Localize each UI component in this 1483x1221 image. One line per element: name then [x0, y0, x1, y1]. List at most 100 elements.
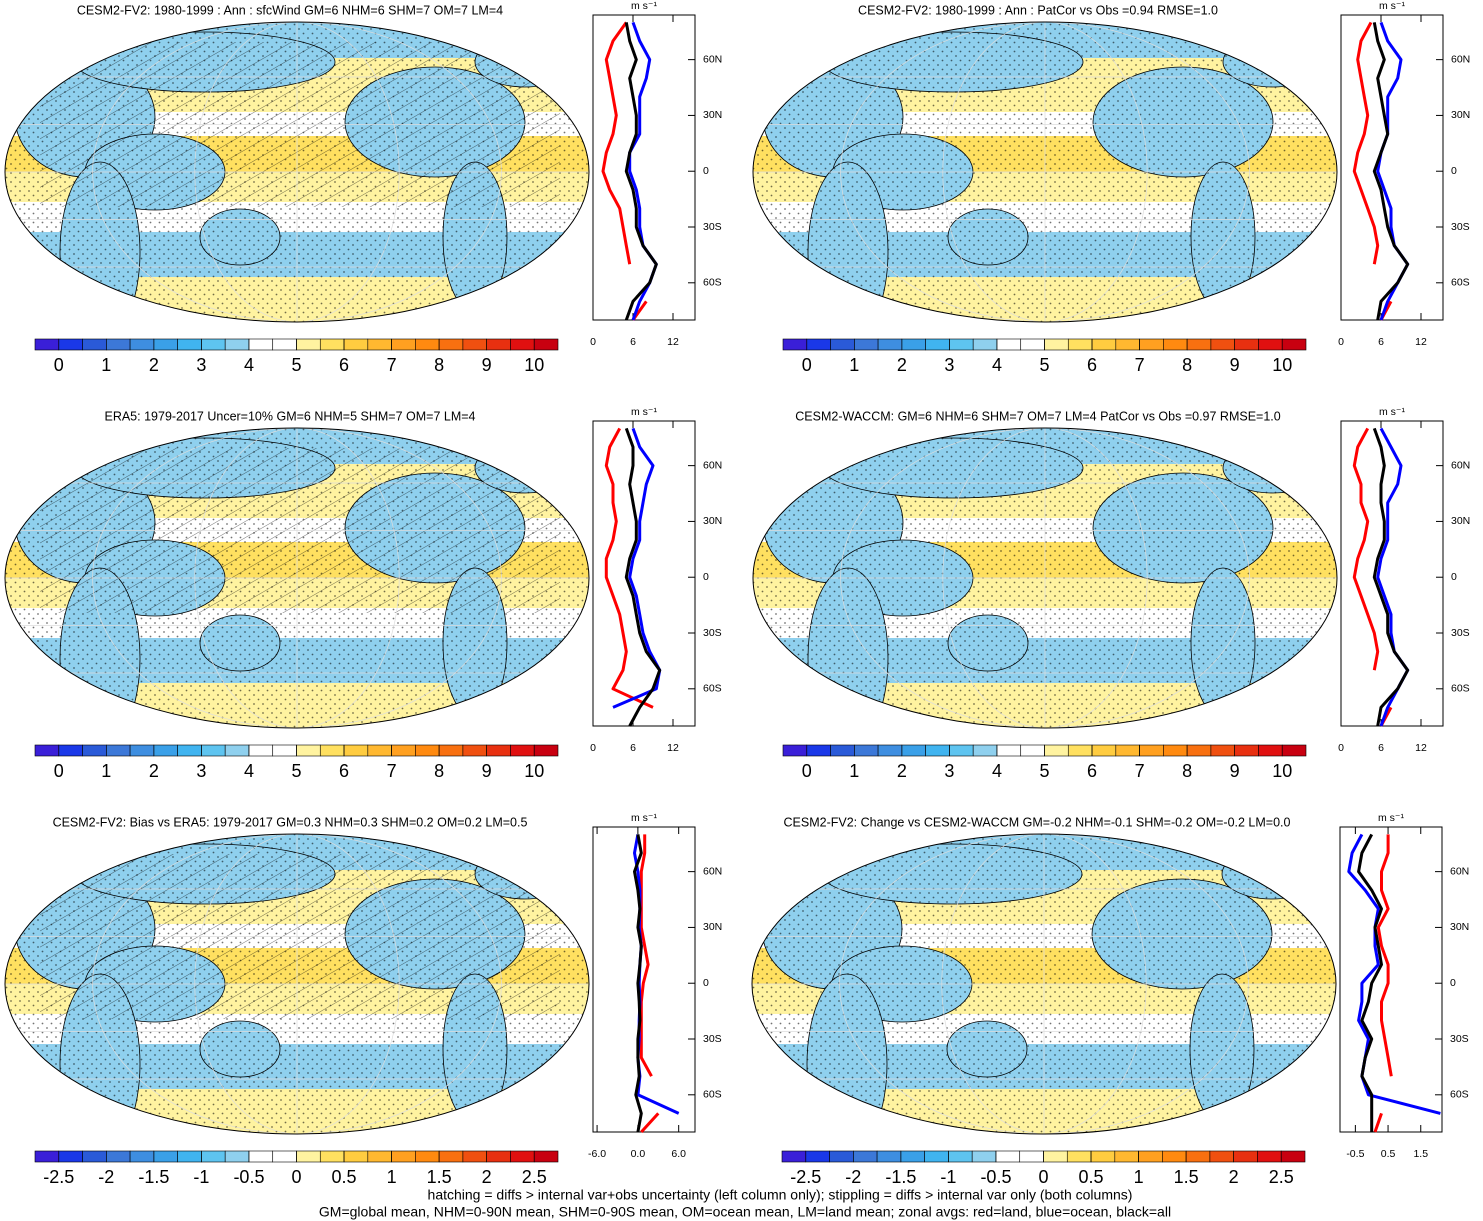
graticule: [194, 22, 400, 322]
colorbar-box: [82, 744, 107, 757]
colorbar-box: [177, 338, 202, 351]
colorbar-label: 0.5: [1079, 1167, 1104, 1187]
colorbar-box: [1233, 1150, 1258, 1163]
colorbar-box: [153, 338, 178, 351]
x-tick-label: 0: [1338, 742, 1344, 754]
y-tick-label: 30S: [1450, 1033, 1469, 1045]
colorbar-label: 1: [101, 761, 111, 781]
colorbar-label: 4: [992, 761, 1002, 781]
colorbar-box: [82, 338, 107, 351]
y-tick-label: 0: [703, 571, 709, 583]
colorbar-box: [876, 1150, 902, 1163]
colorbar-box: [901, 744, 926, 757]
colorbar-label: 1: [1134, 1167, 1144, 1187]
colorbar-box: [925, 338, 950, 351]
colorbar-box: [1020, 338, 1045, 351]
colorbar-box: [924, 1150, 949, 1163]
colorbar-label: 5: [291, 761, 301, 781]
colorbar-box: [949, 744, 974, 757]
x-tick-label: 12: [1415, 336, 1427, 348]
zonal-line: [1357, 833, 1383, 1132]
zonal-line: [601, 21, 648, 321]
colorbar-label: 3: [944, 761, 954, 781]
colorbar-box: [781, 1150, 807, 1163]
y-tick-label: 30N: [703, 515, 722, 527]
panel-title: CESM2-FV2: Change vs CESM2-WACCM GM=-0.2…: [784, 815, 1291, 829]
colorbar-box: [343, 1150, 369, 1163]
colorbar-label: 10: [524, 761, 544, 781]
y-tick-label: 0: [703, 165, 709, 177]
graticule: [942, 22, 1148, 322]
graticule: [840, 22, 1250, 322]
colorbar-box: [1280, 1150, 1306, 1163]
colorbar-box: [201, 744, 226, 757]
panel-title: CESM2-WACCM: GM=6 NHM=6 SHM=7 OM=7 LM=4 …: [795, 409, 1281, 423]
colorbar-label: 4: [244, 355, 254, 375]
zonal-line: [639, 834, 660, 1134]
graticule: [92, 834, 502, 1134]
colorbar-box: [272, 1150, 297, 1163]
graticule: [839, 834, 1249, 1134]
colorbar-label: 2: [482, 1167, 492, 1187]
colorbar-label: 2: [149, 761, 159, 781]
x-tick-label: 12: [1415, 742, 1427, 754]
y-tick-label: 30N: [1451, 515, 1470, 527]
colorbar-box: [1091, 338, 1117, 351]
map-border: [4, 427, 590, 729]
colorbar-box: [877, 338, 903, 351]
colorbar-label: 1: [849, 761, 859, 781]
zonal-frame: [592, 14, 696, 321]
colorbar-label: 9: [482, 761, 492, 781]
colorbar-box: [533, 744, 559, 757]
zonal-line: [624, 22, 658, 321]
colorbar-box: [82, 1150, 107, 1163]
x-tick-label: 0: [590, 742, 596, 754]
colorbar-label: 5: [291, 355, 301, 375]
colorbar-box: [925, 744, 950, 757]
colorbar-box: [901, 338, 926, 351]
colorbar-box: [805, 1150, 830, 1163]
colorbar-label: 10: [524, 355, 544, 375]
unit-label: m s⁻¹: [631, 406, 657, 418]
colorbar-box: [782, 744, 808, 757]
x-tick-label: 12: [667, 742, 679, 754]
colorbar-label: -0.5: [233, 1167, 264, 1187]
colorbar-label: 6: [339, 761, 349, 781]
x-tick-label: 12: [667, 336, 679, 348]
zonal-line: [633, 834, 643, 1133]
colorbar-box: [462, 744, 487, 757]
y-tick-label: 60N: [1451, 459, 1470, 471]
colorbar-box: [830, 744, 855, 757]
zonal-line: [1372, 22, 1410, 321]
footnote: hatching = diffs > internal var+obs unce…: [428, 1187, 1133, 1203]
colorbar-label: 10: [1272, 761, 1292, 781]
map: [752, 834, 1336, 1134]
y-tick-label: 60S: [1451, 277, 1470, 289]
colorbar-box: [34, 744, 60, 757]
zonal-frame: [1340, 420, 1444, 727]
colorbar-label: -2: [98, 1167, 114, 1187]
colorbar-box: [510, 1150, 535, 1163]
colorbar-box: [1043, 1150, 1068, 1163]
colorbar-label: 5: [1039, 355, 1049, 375]
colorbar-box: [1044, 744, 1069, 757]
colorbar-box: [829, 1150, 854, 1163]
map-border: [752, 427, 1338, 729]
colorbar-label: 2: [897, 355, 907, 375]
colorbar-box: [129, 744, 155, 757]
colorbar-label: 7: [387, 761, 397, 781]
colorbar-box: [1139, 744, 1164, 757]
unit-label: m s⁻¹: [1378, 812, 1404, 824]
colorbar-box: [486, 338, 511, 351]
colorbar-label: 3: [944, 355, 954, 375]
colorbar-box: [106, 1150, 131, 1163]
zonal-frame: [1339, 826, 1443, 1133]
y-tick-label: 60N: [1450, 865, 1469, 877]
colorbar-label: 0: [291, 1167, 301, 1187]
zonal-frame: [592, 420, 696, 727]
y-tick-label: 30S: [703, 627, 722, 639]
colorbar-label: 7: [1135, 355, 1145, 375]
unit-label: m s⁻¹: [631, 0, 657, 12]
x-tick-label: -6.0: [588, 1148, 606, 1160]
colorbar-box: [106, 744, 131, 757]
